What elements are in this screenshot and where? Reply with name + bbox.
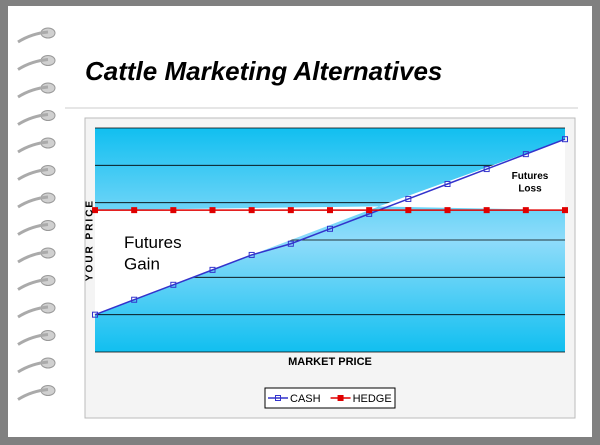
marker [288, 208, 293, 213]
marker [171, 208, 176, 213]
y-axis-label: YOUR PRICE [85, 199, 96, 281]
legend-label: HEDGE [353, 393, 392, 405]
legend-label: CASH [290, 393, 321, 405]
marker [328, 208, 333, 213]
marker [367, 208, 372, 213]
chart-title: Cattle Marketing Alternatives [85, 56, 442, 86]
legend-marker [338, 396, 343, 401]
marker [484, 208, 489, 213]
marker [406, 208, 411, 213]
slide: Cattle Marketing Alternatives YOUR PRICE… [0, 0, 600, 445]
marker [210, 208, 215, 213]
marker [132, 208, 137, 213]
marker [249, 208, 254, 213]
marker [563, 208, 568, 213]
marker [445, 208, 450, 213]
marker [523, 208, 528, 213]
x-axis-label: MARKET PRICE [288, 356, 372, 368]
